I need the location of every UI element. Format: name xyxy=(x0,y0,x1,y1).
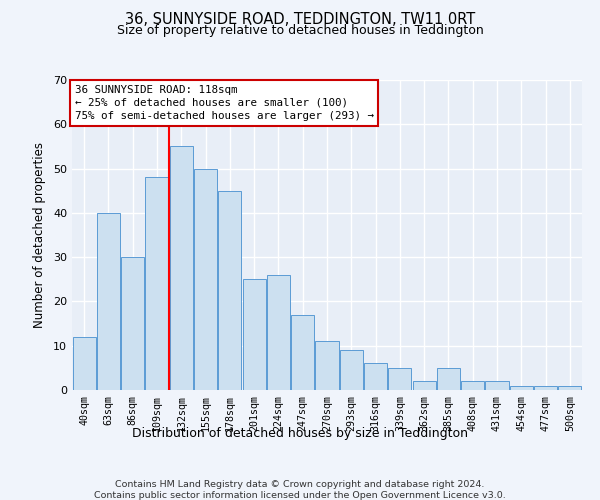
Bar xyxy=(461,381,484,390)
Bar xyxy=(267,275,290,390)
Bar xyxy=(121,257,144,390)
Bar xyxy=(194,168,217,390)
Text: Size of property relative to detached houses in Teddington: Size of property relative to detached ho… xyxy=(116,24,484,37)
Bar xyxy=(291,314,314,390)
Bar xyxy=(559,386,581,390)
Bar xyxy=(218,190,241,390)
Text: 36 SUNNYSIDE ROAD: 118sqm
← 25% of detached houses are smaller (100)
75% of semi: 36 SUNNYSIDE ROAD: 118sqm ← 25% of detac… xyxy=(74,84,374,121)
Bar xyxy=(388,368,412,390)
Bar xyxy=(437,368,460,390)
Bar xyxy=(145,178,169,390)
Bar xyxy=(413,381,436,390)
Bar xyxy=(485,381,509,390)
Bar xyxy=(170,146,193,390)
Text: 36, SUNNYSIDE ROAD, TEDDINGTON, TW11 0RT: 36, SUNNYSIDE ROAD, TEDDINGTON, TW11 0RT xyxy=(125,12,475,28)
Bar xyxy=(510,386,533,390)
Bar xyxy=(340,350,363,390)
Bar xyxy=(73,337,95,390)
Bar xyxy=(316,342,338,390)
Bar xyxy=(534,386,557,390)
Bar xyxy=(364,364,387,390)
Y-axis label: Number of detached properties: Number of detached properties xyxy=(33,142,46,328)
Bar xyxy=(97,213,120,390)
Bar xyxy=(242,280,266,390)
Text: Contains public sector information licensed under the Open Government Licence v3: Contains public sector information licen… xyxy=(94,491,506,500)
Text: Contains HM Land Registry data © Crown copyright and database right 2024.: Contains HM Land Registry data © Crown c… xyxy=(115,480,485,489)
Text: Distribution of detached houses by size in Teddington: Distribution of detached houses by size … xyxy=(132,428,468,440)
